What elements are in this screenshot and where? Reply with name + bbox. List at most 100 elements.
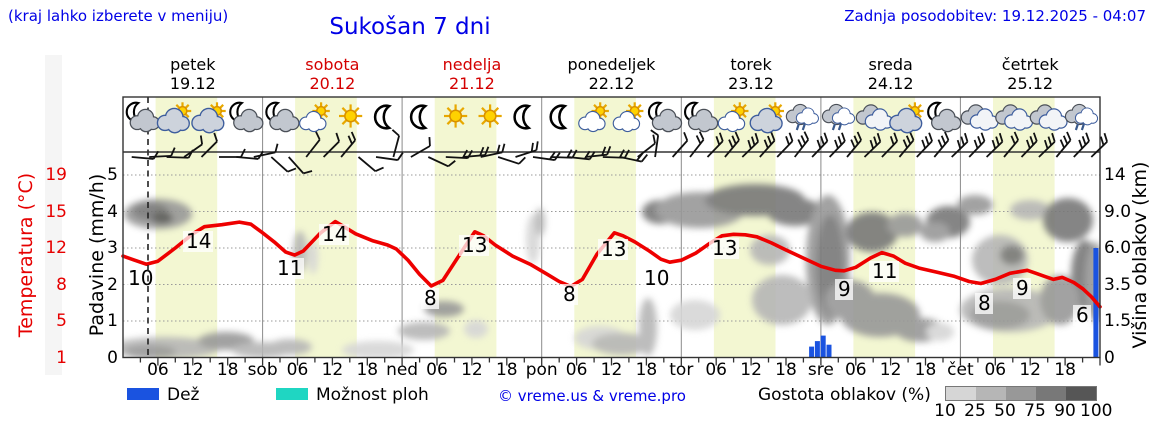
wind-barb <box>916 132 933 158</box>
weather-icon-moon <box>409 104 428 130</box>
cloud-icon <box>831 107 856 126</box>
svg-text:9: 9 <box>1016 276 1029 300</box>
precip-axis-tick: 4 <box>107 201 118 222</box>
temp-axis-tick: 8 <box>56 274 67 295</box>
cloud-axis-tick: 14 <box>1104 165 1126 185</box>
day-date: 19.12 <box>169 74 216 93</box>
last-update-text: Zadnja posodobitev: 19.12.2025 - 04:07 <box>844 7 1146 25</box>
day-header: nedelja 21.12 <box>402 55 542 93</box>
temp-axis-tick: 15 <box>45 201 67 222</box>
x-axis-hour-label: 06 <box>844 360 867 380</box>
wind-barb <box>689 131 705 158</box>
svg-text:8: 8 <box>978 291 991 315</box>
x-axis-day-label: čet <box>947 360 974 380</box>
day-header: sobota 20.12 <box>263 55 403 93</box>
temp-axis-tick: 5 <box>56 311 67 331</box>
cloud-icon <box>269 108 300 133</box>
wind-barb <box>480 143 506 158</box>
day-name: torek <box>730 55 772 74</box>
weather-icon-moon-cloud <box>265 101 300 133</box>
weather-icons-row <box>125 101 1099 134</box>
x-axis-hour-label: 18 <box>356 360 379 380</box>
wind-barb <box>427 156 456 168</box>
cloud-icon <box>749 107 783 134</box>
wind-barb <box>357 156 384 172</box>
day-header: četrtek 25.12 <box>960 55 1100 93</box>
weather-icon-cloud <box>1029 104 1068 131</box>
drizzle-icon <box>1074 123 1085 131</box>
x-axis-hour-label: 12 <box>1019 360 1041 380</box>
wind-barb <box>1090 132 1108 158</box>
weather-icon-sun <box>339 104 363 128</box>
weather-icon-sun-cloud-white <box>578 102 609 133</box>
wind-barb <box>200 132 218 158</box>
cloud-icon <box>578 110 606 133</box>
svg-text:10: 10 <box>644 266 669 290</box>
cloud-density-scale-value: 100 <box>1080 401 1113 421</box>
day-header: sreda 24.12 <box>821 55 961 93</box>
rain-legend-label: Dež <box>167 385 200 405</box>
cloud-icon <box>1038 108 1068 131</box>
cloud-icon <box>651 108 683 133</box>
svg-text:13: 13 <box>712 236 737 260</box>
wind-barb <box>183 135 204 158</box>
svg-text:14: 14 <box>322 222 347 246</box>
temperature-labels: 10 14 11 14 8 13 8 13 10 13 9 11 8 9 6 <box>125 222 1091 327</box>
wind-barb <box>1073 132 1090 158</box>
daylight-band <box>574 97 636 358</box>
wind-barb <box>1055 131 1072 158</box>
wind-barb <box>863 132 882 158</box>
svg-text:6: 6 <box>1076 303 1089 327</box>
showers-legend-label: Možnost ploh <box>316 385 429 405</box>
precip-axis-tick: 5 <box>107 165 118 185</box>
x-axis-hour-label: 12 <box>740 360 762 380</box>
copyright-link[interactable]: © vreme.us & vreme.pro <box>498 387 686 405</box>
x-axis-hour-label: 18 <box>775 360 797 380</box>
weather-icon-sun <box>478 104 502 128</box>
weather-icon-cloud-drizzle <box>821 103 856 131</box>
wind-barb <box>305 131 321 158</box>
svg-text:11: 11 <box>872 259 897 283</box>
drizzle-icon <box>831 123 842 131</box>
wind-barb <box>968 132 986 158</box>
weather-icon-moon-cloud <box>229 101 264 133</box>
weather-icon-moon-cloud <box>125 101 160 133</box>
cloud-icon <box>129 108 160 133</box>
wind-barb <box>1038 132 1056 158</box>
x-axis-hour-label: 06 <box>705 360 727 380</box>
svg-text:8: 8 <box>563 282 576 306</box>
cloud-icon <box>156 107 190 134</box>
day-date: 24.12 <box>867 74 914 93</box>
cloud-density-scale-cell <box>1006 387 1036 400</box>
day-name: četrtek <box>1001 55 1059 74</box>
day-name: nedelja <box>442 55 502 74</box>
x-axis-hour-label: 18 <box>914 360 937 380</box>
cloud-density-scale-value: 75 <box>1024 401 1046 421</box>
x-axis-hour-label: 12 <box>181 360 204 380</box>
moon-icon <box>513 104 532 130</box>
cloud-density-scale-cell <box>976 387 1006 400</box>
wind-barb <box>497 156 526 165</box>
wind-barb <box>219 148 246 158</box>
x-axis-hour-label: 06 <box>286 360 309 380</box>
weather-icon-sun <box>444 104 468 128</box>
day-header: torek 23.12 <box>681 55 821 93</box>
svg-text:9: 9 <box>838 277 851 301</box>
x-axis-hour-label: 06 <box>147 360 169 380</box>
wind-barb <box>828 132 846 158</box>
weather-icon-moon <box>549 104 568 130</box>
weather-icon-moon-cloud <box>647 101 683 133</box>
precip-axis-tick: 1 <box>107 311 118 331</box>
cloud-icon <box>931 108 962 133</box>
x-axis-hour-label: 18 <box>216 360 239 380</box>
temperature-curve <box>121 219 1102 309</box>
wind-barb <box>322 132 341 158</box>
cloud-icon <box>299 110 327 133</box>
weather-icon-moon-cloud <box>927 101 962 133</box>
rain-legend-swatch <box>127 388 159 400</box>
wind-barb <box>637 134 656 158</box>
cloud-icon <box>191 107 225 134</box>
weather-icon-cloud <box>855 104 894 131</box>
